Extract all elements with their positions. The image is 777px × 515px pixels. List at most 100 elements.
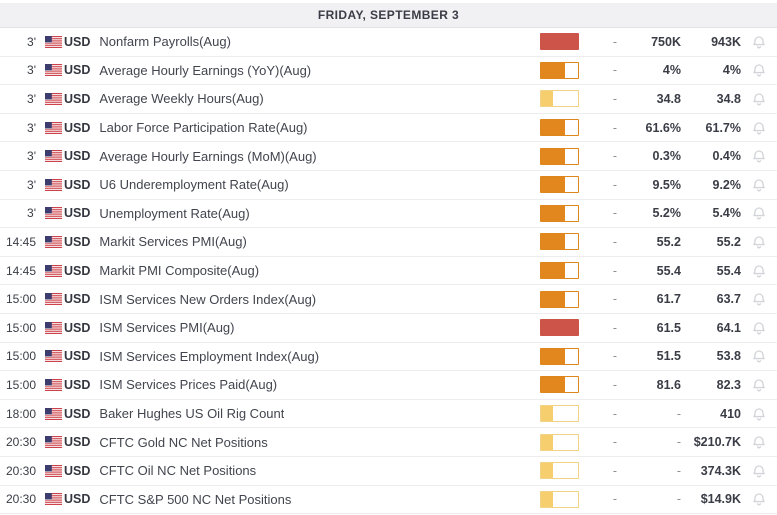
notification-bell-button[interactable] [741,463,777,479]
us-flag-icon [45,293,62,306]
previous-value: 82.3 [716,377,741,392]
consensus-value: 61.7 [656,292,681,307]
event-row[interactable]: 18:00 USD Baker Hughes US Oil Rig Count … [0,399,777,429]
previous-value: 943K [711,34,741,49]
event-row[interactable]: 3' USD Average Weekly Hours(Aug) - 34.8 … [0,85,777,114]
volatility-indicator [540,262,579,280]
event-name[interactable]: ISM Services Prices Paid(Aug) [99,377,278,393]
event-name[interactable]: Markit Services PMI(Aug) [99,234,247,250]
event-row[interactable]: 3' USD Average Hourly Earnings (MoM)(Aug… [0,142,777,171]
us-flag-icon [45,436,62,449]
consensus-value: 55.2 [656,234,681,249]
event-name[interactable]: Average Hourly Earnings (MoM)(Aug) [99,148,317,164]
actual-value: - [612,435,617,450]
notification-bell-button[interactable] [741,348,777,364]
currency-label: USD [64,263,91,278]
volatility-indicator [540,290,579,308]
volatility-fill [541,263,566,279]
event-name[interactable]: Baker Hughes US Oil Rig Count [99,406,285,422]
day-header-label: FRIDAY, SEPTEMBER 3 [317,8,460,22]
event-row[interactable]: 15:00 USD ISM Services Employment Index(… [0,342,777,372]
event-time: 3' [27,149,36,164]
notification-bell-button[interactable] [741,34,777,50]
volatility-fill [541,377,566,393]
notification-bell-button[interactable] [741,62,777,78]
notification-bell-button[interactable] [741,177,777,193]
event-row[interactable]: 20:30 USD CFTC S&P 500 NC Net Positions … [0,485,777,515]
event-name[interactable]: Nonfarm Payrolls(Aug) [99,34,231,50]
consensus-value: 750K [651,34,681,49]
notification-bell-button[interactable] [741,263,777,279]
volatility-fill [541,148,566,164]
event-name[interactable]: CFTC S&P 500 NC Net Positions [99,491,292,507]
event-row[interactable]: 15:00 USD ISM Services PMI(Aug) - 61.5 6… [0,313,777,343]
bell-icon [753,121,765,134]
currency-label: USD [64,349,91,364]
consensus-value: 61.6% [645,120,681,135]
bell-icon [753,150,765,163]
event-row[interactable]: 3' USD Nonfarm Payrolls(Aug) - 750K 943K [0,28,777,57]
event-row[interactable]: 14:45 USD Markit Services PMI(Aug) - 55.… [0,228,777,257]
volatility-indicator [540,462,579,480]
event-row[interactable]: 20:30 USD CFTC Gold NC Net Positions - -… [0,428,777,457]
event-row[interactable]: 14:45 USD Markit PMI Composite(Aug) - 55… [0,256,777,286]
us-flag-icon [45,92,62,105]
currency-label: USD [64,206,91,221]
notification-bell-button[interactable] [741,320,777,336]
us-flag-icon [45,264,62,277]
volatility-fill [541,348,566,364]
consensus-value: 34.8 [656,91,681,106]
us-flag-icon [45,464,62,477]
event-name[interactable]: Labor Force Participation Rate(Aug) [99,120,308,136]
actual-value: - [612,34,617,49]
bell-icon [753,207,765,220]
actual-value: - [612,63,617,78]
event-time: 15:00 [5,349,36,364]
event-name[interactable]: ISM Services New Orders Index(Aug) [99,291,317,307]
previous-value: 9.2% [712,177,742,192]
volatility-indicator [540,176,579,194]
event-time: 15:00 [5,377,36,392]
event-name[interactable]: Average Weekly Hours(Aug) [99,91,264,107]
notification-bell-button[interactable] [741,291,777,307]
notification-bell-button[interactable] [741,205,777,221]
event-time: 14:45 [5,234,36,249]
event-row[interactable]: 15:00 USD ISM Services New Orders Index(… [0,285,777,314]
bell-icon [753,322,765,335]
notification-bell-button[interactable] [741,406,777,422]
event-row[interactable]: 3' USD Average Hourly Earnings (YoY)(Aug… [0,56,777,86]
previous-value: 64.1 [716,320,741,335]
notification-bell-button[interactable] [741,234,777,250]
event-row[interactable]: 20:30 USD CFTC Oil NC Net Positions - - … [0,456,777,486]
event-name[interactable]: ISM Services Employment Index(Aug) [99,348,320,364]
event-name[interactable]: ISM Services PMI(Aug) [99,320,235,336]
event-name[interactable]: Average Hourly Earnings (YoY)(Aug) [99,62,312,78]
notification-bell-button[interactable] [741,91,777,107]
event-name[interactable]: U6 Underemployment Rate(Aug) [99,177,289,193]
notification-bell-button[interactable] [741,148,777,164]
currency-label: USD [64,63,91,78]
notification-bell-button[interactable] [741,491,777,507]
event-name[interactable]: CFTC Oil NC Net Positions [99,463,257,479]
notification-bell-button[interactable] [741,377,777,393]
notification-bell-button[interactable] [741,434,777,450]
event-name[interactable]: Markit PMI Composite(Aug) [99,263,260,279]
event-row[interactable]: 3' USD Labor Force Participation Rate(Au… [0,113,777,143]
notification-bell-button[interactable] [741,120,777,136]
us-flag-icon [45,121,62,134]
event-name[interactable]: CFTC Gold NC Net Positions [99,434,268,450]
event-row[interactable]: 3' USD U6 Underemployment Rate(Aug) - 9.… [0,170,777,200]
us-flag-icon [45,64,62,77]
event-row[interactable]: 3' USD Unemployment Rate(Aug) - 5.2% 5.4… [0,199,777,229]
currency-label: USD [64,492,91,507]
volatility-indicator [540,405,579,423]
actual-value: - [612,492,617,507]
previous-value: 0.4% [712,149,742,164]
actual-value: - [612,349,617,364]
actual-value: - [612,234,617,249]
event-time: 14:45 [5,263,36,278]
previous-value: 410 [720,406,741,421]
previous-value: $210.7K [693,435,741,450]
event-row[interactable]: 15:00 USD ISM Services Prices Paid(Aug) … [0,371,777,400]
event-name[interactable]: Unemployment Rate(Aug) [99,205,250,221]
